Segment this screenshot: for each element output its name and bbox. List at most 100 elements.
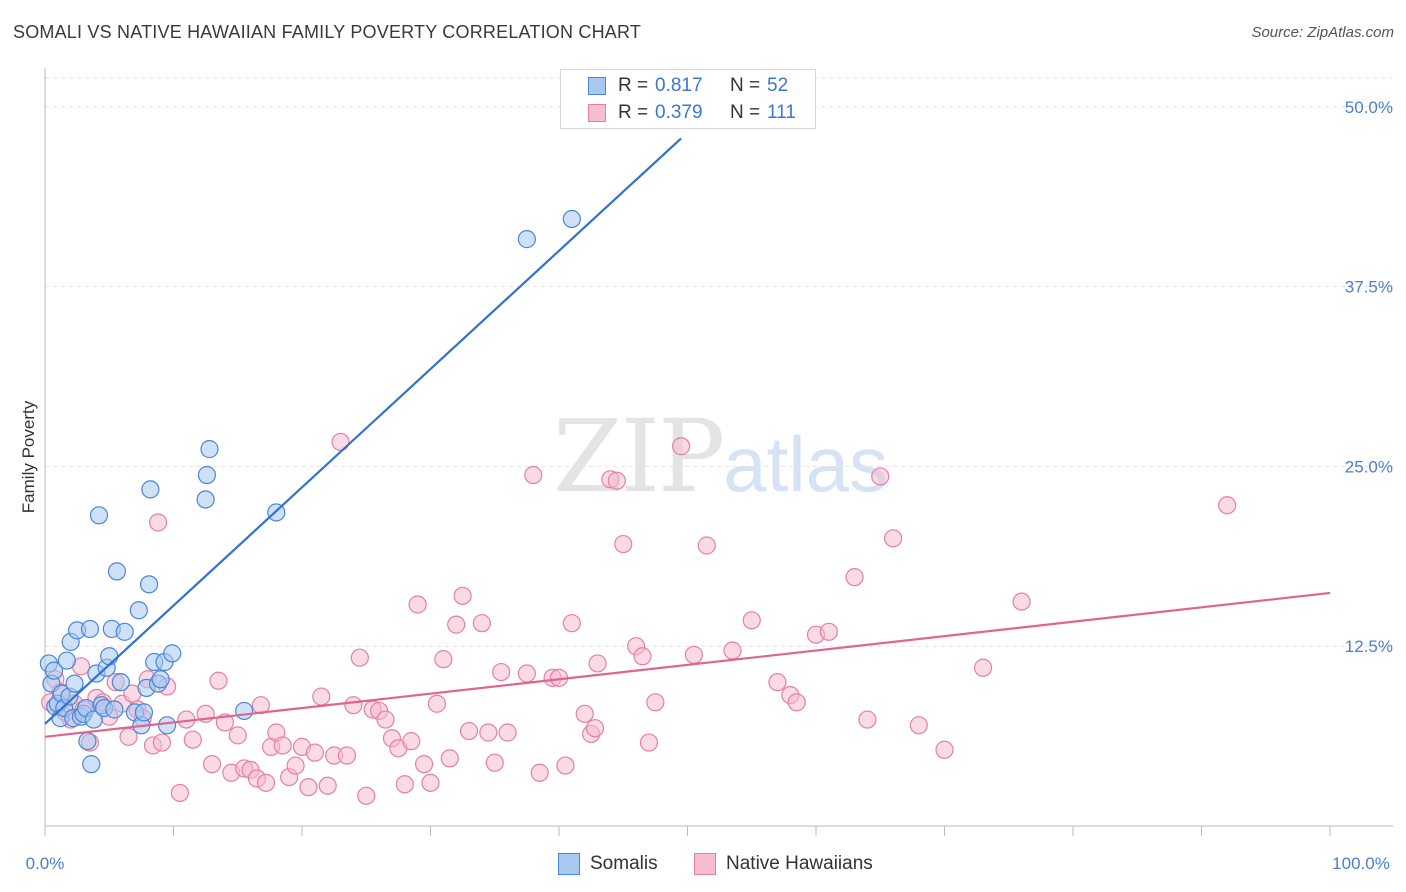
legend-swatch-somali [558, 853, 580, 875]
hawaiian-point [312, 687, 331, 706]
hawaiian-point [472, 614, 491, 633]
somali-point [89, 506, 109, 525]
somali-point [129, 601, 148, 620]
somali-point [44, 661, 64, 680]
hawaiian-point [148, 513, 168, 532]
hawaiian-point [331, 432, 350, 452]
hawaiian-point [453, 586, 472, 605]
hawaiian-point [337, 746, 357, 765]
hawaiian-point [639, 733, 659, 752]
hawaiian-point [273, 736, 292, 755]
legend-swatch-hawaiian [694, 853, 716, 875]
somali-point [139, 575, 159, 594]
somali-point [78, 732, 97, 751]
hawaiian-point [530, 763, 549, 782]
hawaiian-point [447, 615, 466, 634]
somali-point [105, 700, 124, 719]
x-tick-label-max: 100.0% [1332, 854, 1390, 873]
hawaiian-point [350, 648, 369, 667]
somali-point [196, 490, 215, 509]
hawaiian-point [697, 536, 716, 555]
hawaiian-point [479, 723, 498, 742]
legend-n-value: 52 [767, 75, 789, 96]
y-tick-labels: 12.5% 25.0% 37.5% 50.0% [1345, 98, 1393, 656]
y-tick-label: 12.5% [1345, 637, 1393, 656]
hawaiian-point [723, 641, 742, 660]
somali-point [141, 480, 160, 499]
legend-swatch-hawaiian [588, 104, 606, 122]
hawaiian-point [646, 693, 665, 712]
hawaiian-point [256, 773, 276, 792]
hawaiian-point [517, 664, 536, 683]
somali-point [115, 622, 134, 641]
hawaiian-point [344, 696, 363, 715]
somali-points [39, 209, 581, 774]
y-tick-label: 37.5% [1345, 278, 1393, 297]
hawaiian-point [684, 645, 704, 664]
hawaiian-point [871, 467, 890, 486]
somali-point [84, 710, 103, 729]
somali-point [517, 230, 536, 249]
hawaiian-point [421, 773, 440, 792]
hawaiian-point [562, 614, 581, 633]
hawaiian-point [858, 710, 877, 729]
watermark-zip: ZIP [553, 398, 725, 515]
somali-point [134, 703, 154, 722]
y-tick-label: 50.0% [1345, 98, 1393, 117]
hawaiian-point [607, 471, 626, 490]
x-tick-label-min: 0.0% [26, 854, 65, 873]
hawaiian-point [209, 671, 228, 690]
hawaiian-point [909, 716, 928, 735]
hawaiian-point [286, 756, 305, 775]
x-axis-ticks [44, 826, 1331, 836]
somali-point [151, 670, 170, 689]
watermark: ZIPatlas [553, 398, 888, 515]
hawaiian-point [614, 534, 633, 554]
somali-point [157, 716, 177, 735]
somali-point [562, 209, 581, 229]
trend-lines [44, 137, 1331, 738]
hawaiian-point [183, 730, 202, 749]
hawaiian-point [588, 654, 607, 673]
somali-point [163, 644, 182, 663]
hawaiian-point [787, 693, 806, 712]
legend-r-label: R = [618, 75, 649, 96]
source-credit: Source: ZipAtlas.com [1251, 24, 1394, 41]
somali-point [100, 647, 119, 666]
correlation-legend: R = 0.817 N = 52 R = 0.379 N = 111 [560, 69, 816, 129]
hawaiian-point [376, 710, 395, 729]
somali-point [235, 701, 254, 721]
hawaiian-point [299, 778, 318, 797]
hawaiian-point [305, 743, 324, 762]
legend-n-label: N = [730, 75, 761, 96]
y-tick-label: 25.0% [1345, 457, 1393, 476]
hawaiian-point [408, 595, 427, 614]
gridlines [45, 77, 1393, 647]
somali-point [82, 755, 101, 774]
somali-point [111, 673, 130, 692]
chart-title: SOMALI VS NATIVE HAWAIIAN FAMILY POVERTY… [13, 22, 642, 42]
somali-point [80, 619, 100, 639]
hawaiian-point [585, 719, 605, 738]
hawaiian-point [575, 704, 594, 723]
hawaiian-point [671, 437, 691, 456]
legend-swatch-somali [588, 77, 606, 95]
somali-point [57, 651, 76, 670]
hawaiian-trend-line [44, 591, 1331, 738]
hawaiian-point [170, 783, 190, 803]
somali-point [200, 440, 219, 459]
hawaiian-points [41, 432, 1237, 805]
hawaiian-point [318, 776, 337, 795]
hawaiian-point [395, 775, 414, 794]
legend-label-somali: Somalis [590, 853, 658, 874]
hawaiian-point [973, 658, 993, 677]
hawaiian-point [440, 749, 459, 768]
legend-label-hawaiian: Native Hawaiians [726, 853, 873, 874]
watermark-atlas: atlas [723, 420, 889, 508]
legend-n-value: 111 [767, 102, 796, 123]
somali-point [65, 674, 84, 693]
hawaiian-point [883, 529, 903, 548]
hawaiian-point [935, 740, 954, 759]
hawaiian-point [427, 694, 447, 713]
